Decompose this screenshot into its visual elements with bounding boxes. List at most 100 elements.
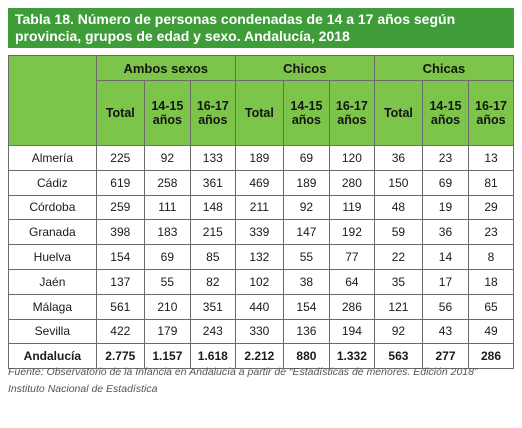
value-cell: 210 — [143, 293, 191, 320]
value-cell: 211 — [234, 194, 284, 221]
table-row: Córdoba 259 111 148 211 92 119 48 19 29 — [8, 194, 515, 221]
table-row: Granada 398 183 215 339 147 192 59 36 23 — [8, 219, 515, 246]
corner-cell — [8, 55, 97, 146]
value-cell: 64 — [328, 268, 375, 295]
value-cell: 56 — [421, 293, 469, 320]
value-cell: 69 — [421, 169, 469, 196]
subheader-cell: Total — [234, 80, 284, 146]
table-title: Tabla 18. Número de personas condenadas … — [8, 8, 514, 48]
table-row: Jaén 137 55 82 102 38 64 35 17 18 — [8, 268, 515, 295]
value-cell: 23 — [421, 145, 469, 171]
table-row: Sevilla 422 179 243 330 136 194 92 43 49 — [8, 318, 515, 345]
value-cell: 17 — [421, 268, 469, 295]
value-cell: 259 — [95, 194, 145, 221]
value-cell: 351 — [189, 293, 236, 320]
value-cell: 119 — [328, 194, 375, 221]
total-value-cell: 2.775 — [95, 343, 145, 370]
value-cell: 35 — [373, 268, 423, 295]
value-cell: 243 — [189, 318, 236, 345]
value-cell: 150 — [373, 169, 423, 196]
total-value-cell: 277 — [421, 343, 469, 370]
subheader-cell: 16-17 años — [189, 80, 236, 146]
value-cell: 179 — [143, 318, 191, 345]
value-cell: 280 — [328, 169, 375, 196]
value-cell: 22 — [373, 244, 423, 270]
value-cell: 8 — [467, 244, 515, 270]
value-cell: 36 — [373, 145, 423, 171]
province-cell: Córdoba — [8, 194, 97, 221]
value-cell: 339 — [234, 219, 284, 246]
value-cell: 120 — [328, 145, 375, 171]
subheader-cell: Total — [373, 80, 423, 146]
province-cell: Sevilla — [8, 318, 97, 345]
data-table: Ambos sexos Chicos Chicas Total 14-15 añ… — [8, 55, 515, 370]
value-cell: 189 — [234, 145, 284, 171]
group-header-ambos-sexos: Ambos sexos — [95, 55, 236, 81]
subheader-cell: Total — [95, 80, 145, 146]
value-cell: 154 — [282, 293, 330, 320]
value-cell: 361 — [189, 169, 236, 196]
total-value-cell: 880 — [282, 343, 330, 370]
value-cell: 469 — [234, 169, 284, 196]
value-cell: 92 — [282, 194, 330, 221]
value-cell: 92 — [143, 145, 191, 171]
value-cell: 55 — [282, 244, 330, 270]
value-cell: 13 — [467, 145, 515, 171]
total-row: Andalucía 2.775 1.157 1.618 2.212 880 1.332 563… — [8, 343, 515, 370]
subheader-row: Total 14-15 años 16-17 años Total 14-15 … — [9, 80, 515, 146]
value-cell: 19 — [421, 194, 469, 221]
value-cell: 133 — [189, 145, 236, 171]
province-cell: Jaén — [8, 268, 97, 295]
value-cell: 561 — [95, 293, 145, 320]
value-cell: 102 — [234, 268, 284, 295]
value-cell: 38 — [282, 268, 330, 295]
value-cell: 36 — [421, 219, 469, 246]
group-header-chicos: Chicos — [234, 55, 375, 81]
value-cell: 154 — [95, 244, 145, 270]
value-cell: 82 — [189, 268, 236, 295]
subheader-cell: 16-17 años — [467, 80, 515, 146]
total-value-cell: 1.618 — [189, 343, 236, 370]
value-cell: 422 — [95, 318, 145, 345]
value-cell: 137 — [95, 268, 145, 295]
table-row: Cádiz 619 258 361 469 189 280 150 69 81 — [8, 169, 515, 196]
subheader-cell: 16-17 años — [328, 80, 375, 146]
province-cell: Málaga — [8, 293, 97, 320]
group-header-chicas: Chicas — [373, 55, 515, 81]
table-row: Huelva 154 69 85 132 55 77 22 14 8 — [8, 244, 515, 270]
value-cell: 85 — [189, 244, 236, 270]
value-cell: 215 — [189, 219, 236, 246]
value-cell: 29 — [467, 194, 515, 221]
value-cell: 330 — [234, 318, 284, 345]
value-cell: 18 — [467, 268, 515, 295]
value-cell: 147 — [282, 219, 330, 246]
table-row: Almería 225 92 133 189 69 120 36 23 13 — [8, 145, 515, 171]
value-cell: 225 — [95, 145, 145, 171]
group-header-row: Ambos sexos Chicos Chicas — [8, 55, 515, 146]
total-value-cell: 286 — [467, 343, 515, 370]
source-note: Fuente: Observatorio de la Infancia en A… — [8, 366, 478, 395]
value-cell: 440 — [234, 293, 284, 320]
value-cell: 192 — [328, 219, 375, 246]
total-value-cell: 1.157 — [143, 343, 191, 370]
subheader-cell: 14-15 años — [421, 80, 469, 146]
value-cell: 258 — [143, 169, 191, 196]
value-cell: 136 — [282, 318, 330, 345]
province-cell: Almería — [8, 145, 97, 171]
value-cell: 77 — [328, 244, 375, 270]
value-cell: 48 — [373, 194, 423, 221]
value-cell: 619 — [95, 169, 145, 196]
value-cell: 65 — [467, 293, 515, 320]
value-cell: 59 — [373, 219, 423, 246]
value-cell: 69 — [143, 244, 191, 270]
value-cell: 194 — [328, 318, 375, 345]
value-cell: 81 — [467, 169, 515, 196]
value-cell: 398 — [95, 219, 145, 246]
province-cell: Huelva — [8, 244, 97, 270]
value-cell: 121 — [373, 293, 423, 320]
value-cell: 49 — [467, 318, 515, 345]
province-cell: Granada — [8, 219, 97, 246]
value-cell: 55 — [143, 268, 191, 295]
subheader-cell: 14-15 años — [143, 80, 191, 146]
total-label-cell: Andalucía — [8, 343, 97, 370]
